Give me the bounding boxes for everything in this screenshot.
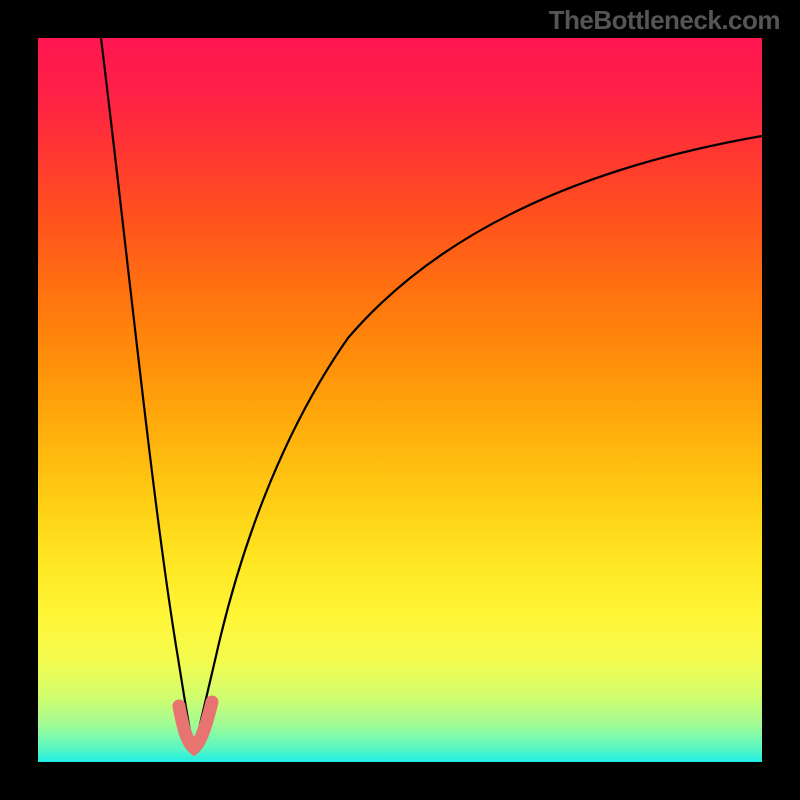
- plot-svg: [38, 38, 762, 762]
- chart-container: TheBottleneck.com: [0, 0, 800, 800]
- watermark-text: TheBottleneck.com: [549, 5, 780, 36]
- plot-area: [38, 38, 762, 762]
- gradient-background: [38, 38, 762, 762]
